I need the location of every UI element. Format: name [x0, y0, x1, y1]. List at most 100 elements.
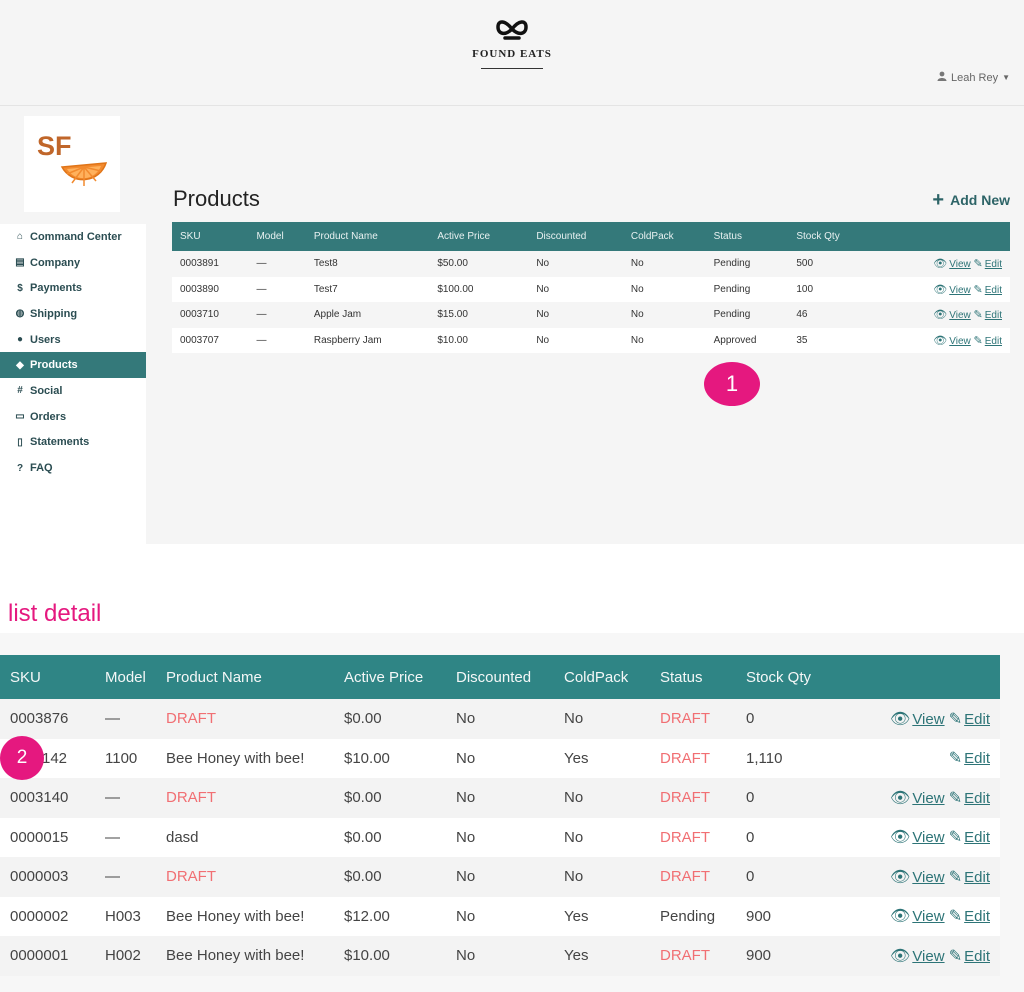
storefront-icon: ▤ [15, 257, 25, 269]
column-header[interactable]: SKU [0, 655, 95, 699]
cell-active-price: $100.00 [429, 276, 529, 302]
column-header[interactable]: Stock Qty [736, 655, 826, 699]
cell-product-name: Raspberry Jam [305, 327, 430, 353]
view-link[interactable]: View [912, 789, 945, 807]
sidebar-item-social[interactable]: # Social [0, 378, 146, 404]
cell-stock-qty: 35 [788, 327, 872, 353]
column-header[interactable]: Status [705, 222, 789, 251]
view-link[interactable]: View [912, 868, 945, 886]
products-table: SKU Model Product Name Active Price Disc… [172, 222, 1010, 353]
sidebar-item-command-center[interactable]: ⌂ Command Center [0, 224, 146, 250]
cell-active-price: $50.00 [429, 251, 529, 277]
user-menu[interactable]: Leah Rey ▼ [937, 71, 1010, 84]
column-header[interactable]: Stock Qty [788, 222, 872, 251]
edit-link[interactable]: Edit [984, 335, 1002, 347]
row-actions: ✎ Edit [826, 738, 1000, 778]
sidebar-item-users[interactable]: ● Users [0, 327, 146, 353]
edit-link[interactable]: Edit [984, 284, 1002, 296]
cell-sku: 0003710 [172, 302, 249, 328]
user-name: Leah Rey [950, 71, 999, 84]
table-row[interactable]: 0000001 H002 Bee Honey with bee! $10.00 No Ye… [0, 936, 1000, 976]
cell-stock-qty: 0 [736, 778, 826, 818]
column-header[interactable]: Discounted [446, 655, 554, 699]
row-actions: 👁 View ✎ Edit [826, 817, 1000, 857]
edit-link[interactable]: Edit [964, 947, 990, 965]
sidebar-item-label: Shipping [30, 307, 78, 320]
company-logo: SF [24, 116, 120, 212]
edit-link[interactable]: Edit [984, 310, 1002, 322]
column-header-actions [871, 222, 1010, 251]
cell-model: 1100 [95, 738, 156, 778]
view-link[interactable]: View [949, 310, 971, 322]
sidebar-item-company[interactable]: ▤ Company [0, 250, 146, 276]
view-link[interactable]: View [912, 829, 945, 847]
cell-model: — [95, 778, 156, 818]
cell-model: — [248, 327, 306, 353]
view-link[interactable]: View [949, 335, 971, 347]
edit-link[interactable]: Edit [964, 829, 990, 847]
cell-discounted: No [446, 896, 554, 936]
sidebar-item-products[interactable]: ◆ Products [0, 352, 146, 379]
column-header[interactable]: Model [95, 655, 156, 699]
column-header[interactable]: Product Name [305, 222, 430, 251]
cell-stock-qty: 0 [736, 817, 826, 857]
table-row[interactable]: 0003707— Raspberry Jam $10.00 No No Approved 3… [172, 327, 1010, 353]
sidebar-item-label: Statements [30, 436, 90, 449]
cell-stock-qty: 100 [788, 276, 872, 302]
cell-product-name: DRAFT [156, 699, 334, 739]
column-header[interactable]: Discounted [528, 222, 623, 251]
edit-link[interactable]: Edit [964, 789, 990, 807]
view-link[interactable]: View [949, 284, 971, 296]
table-row[interactable]: 0000015— dasd $0.00 No No DRAFT 0 👁 View ✎ Edit [0, 817, 1000, 857]
edit-link[interactable]: Edit [964, 908, 990, 926]
table-row[interactable]: 0003140— DRAFT $0.00 No No DRAFT 0 👁 View ✎ Edit [0, 778, 1000, 818]
cell-stock-qty: 1,110 [736, 738, 826, 778]
cell-coldpack: Yes [554, 896, 650, 936]
sidebar-item-faq[interactable]: ? FAQ [0, 455, 146, 481]
table-row[interactable]: 142 1100 Bee Honey with bee! $10.00 No Yes DRA… [0, 738, 1000, 778]
cell-discounted: No [446, 699, 554, 739]
column-header[interactable]: ColdPack [554, 655, 650, 699]
edit-icon: ✎ [973, 334, 983, 347]
row-actions: 👁 View ✎ Edit [826, 857, 1000, 897]
add-new-button[interactable]: + Add New [932, 190, 1010, 210]
row-actions: 👁 View ✎ Edit [871, 327, 1010, 353]
cell-coldpack: Yes [554, 738, 650, 778]
cell-discounted: No [528, 276, 623, 302]
sidebar-item-shipping[interactable]: ◍ Shipping [0, 301, 146, 327]
view-link[interactable]: View [949, 259, 971, 271]
table-row[interactable]: 0000003— DRAFT $0.00 No No DRAFT 0 👁 View ✎ Edit [0, 857, 1000, 897]
column-header[interactable]: Product Name [156, 655, 334, 699]
column-header[interactable]: Model [248, 222, 306, 251]
sidebar-item-orders[interactable]: ▭ Orders [0, 404, 146, 430]
brand-logo[interactable]: FOUND EATS [462, 16, 562, 69]
table-row[interactable]: 0003891— Test8 $50.00 No No Pending 500 👁 View ✎… [172, 251, 1010, 277]
table-row[interactable]: 0003876— DRAFT $0.00 No No DRAFT 0 👁 View ✎ Edit [0, 699, 1000, 739]
column-header[interactable]: Active Price [429, 222, 529, 251]
view-link[interactable]: View [912, 947, 945, 965]
sidebar-item-label: Orders [30, 410, 67, 423]
column-header[interactable]: Status [650, 655, 736, 699]
cell-model: — [248, 302, 306, 328]
sidebar-item-statements[interactable]: ▯ Statements [0, 430, 146, 456]
cell-discounted: No [446, 936, 554, 976]
column-header[interactable]: Active Price [334, 655, 446, 699]
cell-sku: 0003707 [172, 327, 249, 353]
cell-discounted: No [446, 778, 554, 818]
brand-underline [481, 68, 543, 69]
cell-active-price: $10.00 [334, 738, 446, 778]
eye-icon: 👁 [890, 908, 911, 926]
view-link[interactable]: View [912, 908, 945, 926]
column-header[interactable]: ColdPack [622, 222, 706, 251]
column-header[interactable]: SKU [172, 222, 249, 251]
view-link[interactable]: View [912, 710, 945, 728]
edit-link[interactable]: Edit [964, 868, 990, 886]
edit-link[interactable]: Edit [964, 710, 990, 728]
table-row[interactable]: 0000002 H003 Bee Honey with bee! $12.00 No Ye… [0, 896, 1000, 936]
edit-link[interactable]: Edit [964, 750, 990, 768]
table-row[interactable]: 0003890— Test7 $100.00 No No Pending 100 👁 View … [172, 276, 1010, 302]
table-row[interactable]: 0003710— Apple Jam $15.00 No No Pending 46 👁 Vie… [172, 302, 1010, 328]
cell-coldpack: No [622, 276, 706, 302]
sidebar-item-payments[interactable]: $ Payments [0, 275, 146, 301]
edit-link[interactable]: Edit [984, 259, 1002, 271]
